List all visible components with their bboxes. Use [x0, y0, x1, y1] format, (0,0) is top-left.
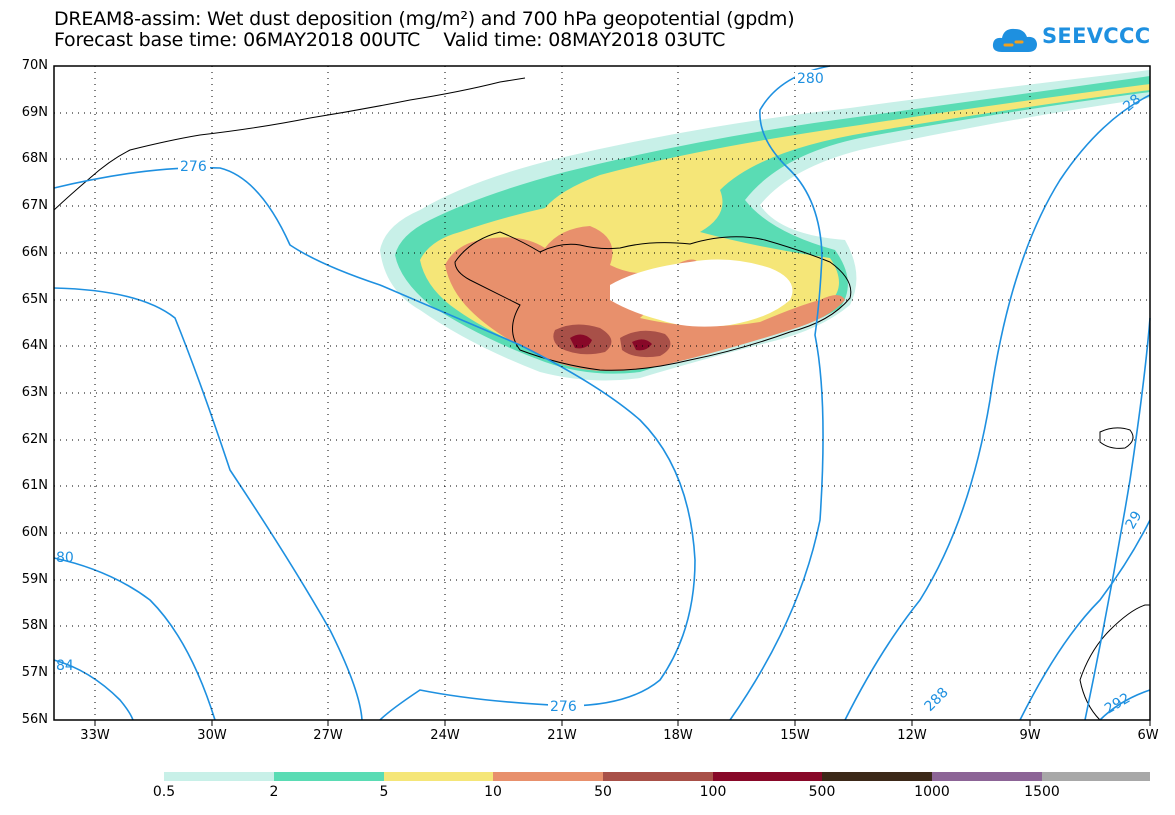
iceland-coast	[454, 231, 852, 371]
lon-label: 30W	[197, 728, 227, 743]
lon-label: 6W	[1137, 728, 1159, 743]
contour-280-west	[53, 557, 216, 721]
lon-label: 15W	[780, 728, 810, 743]
legend-swatch-6	[822, 772, 932, 781]
lat-label: 61N	[21, 478, 48, 493]
geopotential-contours	[53, 65, 1151, 721]
legend-label: 10	[484, 784, 502, 800]
legend-swatch-4	[603, 772, 713, 781]
contour-label-280: 280	[797, 71, 824, 87]
lat-label: 58N	[21, 618, 48, 633]
lat-label: 60N	[21, 525, 48, 540]
legend-label: 50	[594, 784, 612, 800]
contour-280-east	[729, 65, 831, 721]
legend-swatch-8	[1042, 772, 1150, 781]
contour-288	[844, 94, 1151, 721]
contour-label-84: 84	[56, 658, 74, 674]
faroe-coast	[1099, 427, 1134, 449]
lon-label: 24W	[430, 728, 460, 743]
lon-label: 12W	[897, 728, 927, 743]
lat-label: 64N	[21, 338, 48, 353]
map-title-line2: Forecast base time: 06MAY2018 00UTC Vali…	[54, 29, 726, 51]
lat-label: 65N	[21, 292, 48, 307]
lon-label: 33W	[80, 728, 110, 743]
lat-label: 67N	[21, 198, 48, 213]
legend-colorbar	[164, 772, 1150, 781]
contour-label-276: 276	[180, 159, 207, 175]
gridlines	[54, 66, 1150, 720]
legend-swatch-0	[164, 772, 274, 781]
lon-label: 9W	[1019, 728, 1041, 743]
lat-label: 70N	[21, 58, 48, 73]
legend-label: 500	[808, 784, 836, 800]
cloud-logo-icon	[992, 28, 1037, 52]
logo-text: SEEVCCC	[1042, 24, 1151, 48]
legend-label: 5	[379, 784, 389, 800]
legend-swatch-5	[713, 772, 822, 781]
lat-label: 59N	[21, 572, 48, 587]
lat-label: 56N	[21, 712, 48, 727]
legend-label: 2	[269, 784, 279, 800]
contour-292	[1019, 519, 1151, 721]
greenland-coast	[53, 77, 526, 211]
lat-label: 62N	[21, 432, 48, 447]
iceland-interior	[610, 259, 793, 327]
map-title-line1: DREAM8-assim: Wet dust deposition (mg/m²…	[54, 8, 795, 30]
legend-label: 1000	[914, 784, 950, 800]
legend-swatch-2	[384, 772, 493, 781]
contour-284	[53, 659, 134, 721]
legend-swatch-3	[493, 772, 603, 781]
contour-292-right	[1084, 317, 1151, 721]
contour-label-276-south: 276	[550, 699, 577, 715]
lat-label: 66N	[21, 245, 48, 260]
lon-label: 27W	[313, 728, 343, 743]
dust-level-100	[570, 334, 652, 351]
lat-label: 63N	[21, 385, 48, 400]
lat-label: 69N	[21, 105, 48, 120]
lat-label: 68N	[21, 151, 48, 166]
contour-292-se	[1099, 689, 1151, 721]
contour-label-29: 29	[1123, 509, 1146, 532]
lon-label: 18W	[663, 728, 693, 743]
contour-label-80: 80	[56, 550, 74, 566]
legend-swatch-1	[274, 772, 384, 781]
legend-label: 1500	[1024, 784, 1060, 800]
lat-label: 57N	[21, 665, 48, 680]
legend-label: 0.5	[152, 784, 176, 800]
contour-280-mid	[53, 287, 363, 721]
legend-label: 100	[699, 784, 727, 800]
legend-swatch-7	[932, 772, 1042, 781]
lon-label: 21W	[547, 728, 577, 743]
